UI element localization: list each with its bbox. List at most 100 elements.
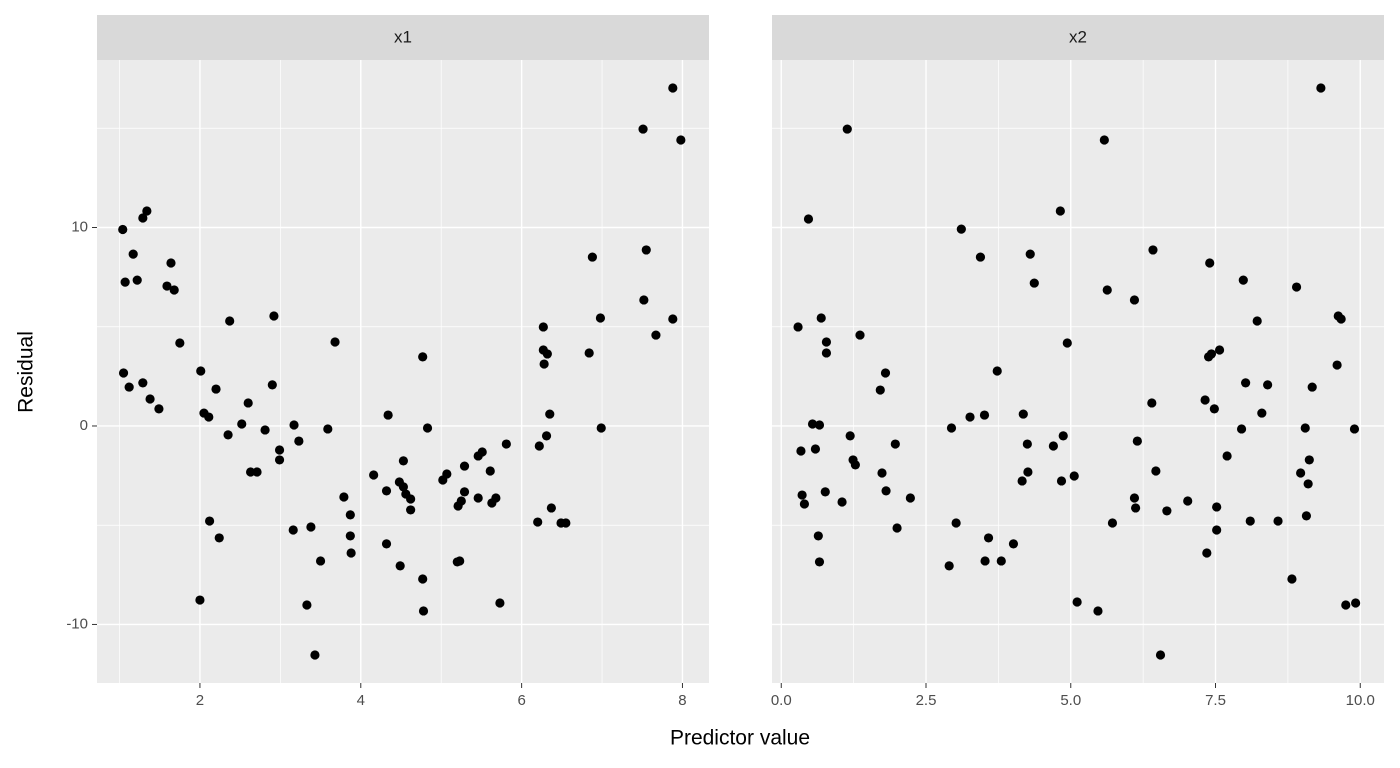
point — [1236, 424, 1247, 434]
point — [145, 394, 155, 404]
point — [473, 493, 483, 503]
point — [501, 439, 511, 449]
point — [398, 456, 409, 466]
point — [983, 533, 994, 543]
point — [1099, 135, 1109, 145]
point — [651, 330, 661, 340]
point — [289, 420, 299, 430]
point — [237, 419, 247, 429]
point — [459, 487, 470, 497]
point — [302, 600, 312, 610]
point — [1107, 518, 1118, 528]
point — [996, 556, 1006, 566]
point — [821, 348, 832, 358]
point — [274, 455, 285, 465]
point — [1069, 471, 1079, 481]
point — [118, 224, 128, 235]
point — [1129, 295, 1140, 305]
point — [541, 431, 552, 441]
point — [803, 214, 814, 224]
point — [837, 497, 847, 507]
point — [668, 314, 678, 324]
point — [820, 487, 830, 497]
point — [267, 380, 277, 390]
point — [875, 385, 885, 395]
point — [154, 404, 164, 414]
point — [992, 366, 1002, 376]
point — [546, 503, 556, 513]
x-tick-label: 8 — [678, 692, 686, 709]
point — [980, 556, 990, 566]
point — [956, 224, 966, 234]
point — [1025, 249, 1035, 259]
point — [877, 468, 887, 478]
point — [243, 398, 253, 408]
point — [1162, 506, 1172, 516]
point — [1131, 503, 1141, 513]
point — [330, 337, 340, 347]
point — [418, 574, 428, 584]
point — [395, 561, 405, 571]
point — [881, 486, 891, 496]
point — [175, 338, 185, 348]
point — [1273, 516, 1283, 526]
point — [1129, 493, 1140, 503]
point — [398, 482, 409, 492]
point — [814, 420, 825, 430]
point — [951, 518, 961, 528]
panel — [772, 60, 1384, 683]
point — [534, 441, 544, 451]
point — [142, 206, 152, 216]
x-tick-label: 6 — [517, 692, 525, 709]
point — [1214, 345, 1225, 355]
point — [542, 349, 552, 359]
point — [561, 518, 571, 528]
point — [406, 505, 416, 515]
point — [1132, 436, 1142, 446]
point — [214, 533, 224, 543]
point — [1062, 338, 1072, 348]
point — [1245, 516, 1255, 526]
point — [1263, 380, 1273, 390]
point — [269, 311, 279, 321]
point — [842, 124, 852, 134]
x-tick-label: 0.0 — [771, 692, 792, 709]
point — [596, 423, 606, 433]
point — [1048, 441, 1058, 451]
point — [383, 410, 393, 420]
point — [1300, 423, 1310, 433]
point — [1212, 502, 1222, 512]
strip-title: x1 — [394, 27, 412, 46]
point — [1287, 574, 1297, 584]
point — [638, 124, 648, 134]
point — [225, 316, 235, 326]
point — [880, 368, 891, 378]
point — [477, 447, 487, 457]
point — [965, 412, 975, 422]
point — [455, 556, 465, 566]
strip — [772, 15, 1384, 60]
point — [1252, 316, 1262, 326]
strip-title: x2 — [1069, 27, 1087, 46]
point — [1018, 409, 1028, 419]
y-axis-title: Residual — [15, 331, 38, 413]
point — [495, 598, 505, 608]
point — [1151, 466, 1161, 476]
point — [1055, 206, 1065, 216]
point — [1093, 606, 1103, 616]
point — [485, 466, 495, 476]
point — [323, 424, 333, 434]
point — [369, 470, 379, 480]
point — [813, 531, 823, 541]
point — [975, 252, 986, 262]
strip — [97, 15, 709, 60]
point — [595, 313, 606, 323]
point — [1341, 600, 1351, 610]
point — [793, 322, 803, 332]
point — [799, 499, 810, 509]
point — [1205, 258, 1215, 268]
x-tick-label: 4 — [357, 692, 365, 709]
point — [1303, 479, 1313, 489]
point — [118, 368, 129, 378]
point — [1351, 598, 1361, 608]
